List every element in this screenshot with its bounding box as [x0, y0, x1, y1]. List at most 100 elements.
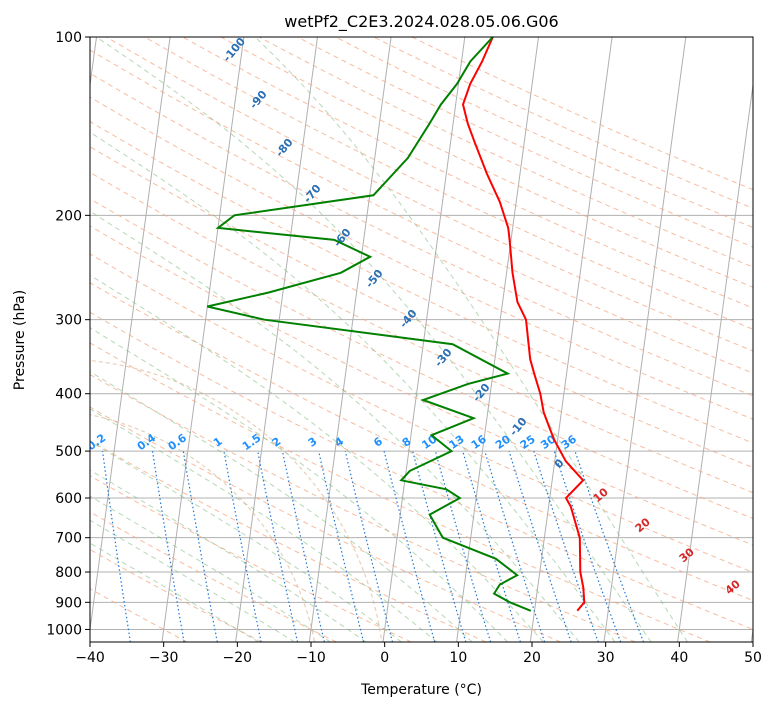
dry-adiabat	[335, 37, 753, 229]
moist-adiabat	[90, 469, 367, 642]
plot-frame	[89, 36, 754, 643]
isotherm	[750, 625, 753, 642]
moist-adiabat	[90, 370, 473, 642]
x-tick-label: −10	[296, 650, 326, 666]
isotherm	[529, 37, 613, 642]
mixing-ratio-line	[553, 450, 622, 642]
y-tick-label: 600	[55, 491, 82, 507]
moist-adiabat	[90, 131, 616, 642]
mixing-ratio-line	[574, 450, 645, 642]
mixing-ratio-line	[257, 450, 299, 642]
y-tick-label: 1000	[46, 622, 82, 638]
moist-adiabat	[90, 274, 544, 642]
mixing-ratio-line	[281, 450, 325, 642]
y-tick-label: 700	[55, 531, 82, 547]
x-tick-label: 40	[670, 650, 688, 666]
y-tick-label: 900	[55, 595, 82, 611]
isotherm	[603, 37, 687, 642]
dry-adiabat	[258, 37, 753, 268]
y-tick-label: 100	[55, 30, 82, 46]
isotherm	[161, 37, 245, 642]
mixing-ratio-line	[383, 450, 436, 642]
dry-adiabat	[90, 171, 753, 494]
dry-adiabat-label: -60	[331, 226, 354, 250]
dry-adiabat	[90, 373, 636, 642]
mixing-ratio-line	[223, 450, 262, 642]
mixing-ratio-label: 10	[419, 432, 439, 452]
moist-adiabat	[96, 37, 652, 642]
dry-adiabat	[90, 342, 711, 642]
dewpoint-profile	[207, 37, 532, 612]
y-tick-label: 400	[55, 387, 82, 403]
x-axis-label: Temperature (°C)	[360, 682, 482, 698]
x-axis: −40 −30 −20 −10 0 10 20 30 40 50	[75, 642, 762, 666]
dry-adiabat	[90, 198, 753, 520]
dry-adiabat	[90, 282, 753, 602]
x-tick-label: 20	[523, 650, 541, 666]
mixing-ratio-line	[434, 450, 492, 642]
mixing-ratio-line	[344, 450, 394, 642]
moist-adiabat-label: 20	[633, 515, 653, 535]
chart-title: wetPf2_C2E3.2024.028.05.06.G06	[284, 12, 558, 32]
moist-adiabat-label: 40	[723, 577, 743, 597]
dry-adiabat	[182, 37, 753, 309]
dry-adiabat	[90, 406, 561, 642]
mixing-ratio-label: 4	[332, 435, 346, 450]
dry-adiabat	[90, 440, 487, 642]
mixing-ratio-label: 1.5	[240, 431, 263, 453]
mixing-ratio-label: 0.6	[166, 431, 190, 453]
dry-adiabat	[90, 511, 337, 642]
isotherm	[90, 37, 171, 634]
mixing-ratio-line	[151, 451, 185, 642]
y-tick-label: 200	[55, 208, 82, 224]
moist-adiabat-label: 10	[591, 485, 611, 505]
moist-adiabat	[90, 210, 580, 642]
mixing-ratio-label: 16	[469, 432, 489, 452]
background-lines	[90, 37, 753, 642]
dry-adiabat	[297, 37, 753, 248]
dry-adiabat	[90, 475, 412, 642]
mixing-ratio-line	[462, 450, 521, 642]
dry-adiabat	[90, 311, 753, 630]
mixing-ratio-label: 25	[518, 433, 538, 452]
mixing-ratio-line	[182, 450, 218, 642]
isotherm	[456, 37, 539, 642]
x-tick-label: 10	[449, 650, 467, 666]
dry-adiabat-label: -80	[273, 136, 296, 160]
mixing-ratio-label: 3	[306, 435, 320, 450]
moist-adiabat	[90, 327, 509, 642]
x-tick-label: 50	[744, 650, 762, 666]
mixing-ratio-line	[533, 450, 599, 642]
reference-arc	[90, 359, 383, 642]
moist-adiabat-labels: 10 20 30 40	[591, 485, 743, 597]
dry-adiabat-label: -30	[432, 346, 455, 370]
plot-area: 0.1 0.2 0.4 0.6 1 1.5 2 3 4 6 8 10 13 16 20 25 30 36 -100…	[90, 37, 753, 642]
mixing-ratio-labels: 0.1 0.2 0.4 0.6 1 1.5 2 3 4 6 8 10 13 16 20 25 30 36	[90, 431, 579, 453]
temperature-profile	[461, 37, 586, 612]
dry-adiabat-label: -40	[397, 307, 420, 331]
series-layer	[207, 37, 586, 612]
x-tick-label: 0	[380, 650, 389, 666]
moist-adiabat	[254, 37, 688, 642]
moist-adiabat-label: 30	[677, 545, 697, 565]
dry-adiabat	[411, 37, 753, 191]
moist-adiabat	[90, 542, 259, 642]
mixing-ratio-label: 6	[371, 435, 385, 450]
x-tick-label: 30	[597, 650, 615, 666]
isotherm	[677, 81, 753, 642]
mixing-ratio-line	[484, 450, 546, 642]
dry-adiabat	[90, 121, 753, 444]
y-axis-label: Pressure (hPa)	[12, 290, 28, 390]
dry-adiabat	[90, 225, 753, 546]
mixing-ratio-line	[412, 450, 467, 642]
moist-adiabat	[90, 440, 402, 642]
mixing-ratio-line	[101, 451, 131, 642]
dry-adiabat-label: -90	[247, 88, 270, 112]
moist-adiabat	[90, 408, 438, 642]
y-axis: 100 200 300 400 500 600 700 800 900 1000	[46, 30, 90, 638]
dry-adiabat	[90, 548, 263, 642]
dry-adiabat-labels: -100-90-80-70-60-50-40-30-20-100	[220, 37, 566, 471]
reference-arc	[90, 414, 316, 642]
dry-adiabat	[106, 37, 753, 352]
